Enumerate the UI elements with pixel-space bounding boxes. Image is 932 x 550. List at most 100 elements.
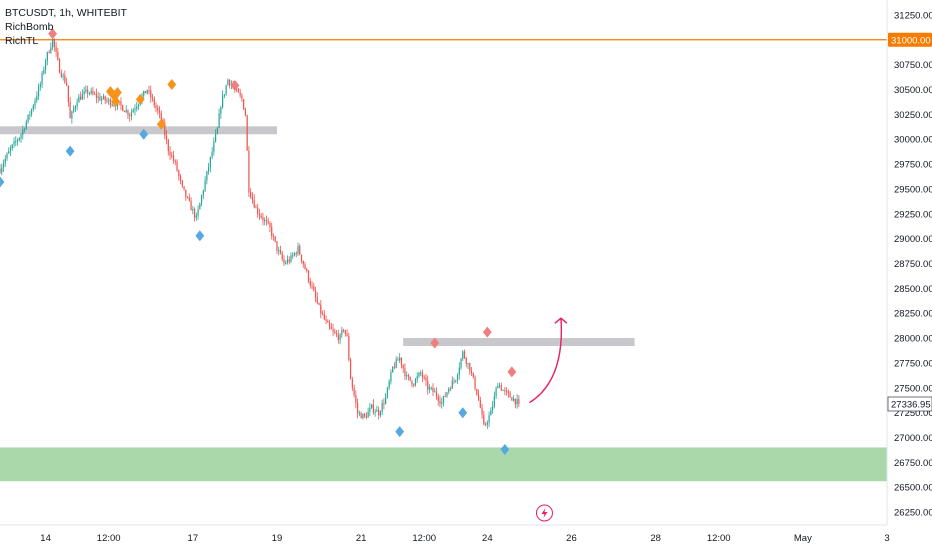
candle-body [99,96,101,101]
candle-body [399,357,401,361]
candle-body [318,302,320,305]
candle-body [165,135,168,141]
candle-body [441,402,443,404]
candle-body [355,395,357,404]
last-price-label: 27336.95 [891,399,931,410]
candle-body [371,404,373,408]
candle-body [8,151,10,154]
price-tick-label: 26250.00 [894,508,932,519]
candle-body [483,414,485,425]
candle-body [64,75,66,83]
high-marker-icon [507,366,517,378]
candle-body [374,411,376,413]
candle-body [58,59,61,74]
candle-body [16,140,19,142]
candle-body [456,374,459,381]
candle-body [269,222,271,228]
candle-body [362,413,364,419]
high-marker-icon [430,337,440,349]
gray-zone-lower [403,338,635,347]
candle-body [469,363,471,371]
candle-body [241,95,243,100]
candle-body [395,359,397,368]
candle-body [23,129,26,131]
candle-body [392,366,394,372]
candle-body [1,167,3,173]
candle-body [342,330,345,332]
candle-body [94,93,96,95]
candle-body [413,384,415,386]
candle-body [190,200,192,211]
candle-body [458,367,460,375]
candle-body [250,192,252,198]
resistance-price-label: 31000.00 [891,35,931,46]
candle-body [169,151,171,156]
indicator-richbomb[interactable]: RichBomb [5,21,54,33]
candle-body [46,52,48,61]
candle-body [378,409,380,416]
candle-body [134,108,136,111]
price-tick-label: 30250.00 [894,110,932,121]
candle-body [167,140,169,152]
candle-body [500,385,502,391]
candle-body [306,269,308,272]
candle-body [271,227,273,237]
candle-body [172,155,175,161]
candle-body [425,377,427,381]
candle-body [195,215,197,218]
candle-body [123,110,126,113]
time-tick-label: 26 [566,533,577,544]
candle-body [274,236,276,242]
candle-body [264,219,266,221]
candle-body [476,388,478,395]
price-tick-label: 31250.00 [894,10,932,21]
candle-body [146,90,148,94]
candle-body [265,219,268,222]
candle-body [92,90,94,94]
price-tick-label: 28250.00 [894,309,932,320]
candle-body [239,92,241,96]
candle-body [192,209,194,211]
candle-body [437,396,439,401]
symbol-title[interactable]: BTCUSDT, 1h, WHITEBIT [5,7,127,19]
candle-body [397,359,399,361]
candle-body [511,397,513,401]
candle-body [78,96,80,103]
lightning-icon-bolt [541,508,548,518]
low-marker-icon [458,407,468,419]
indicator-richtl[interactable]: RichTL [5,35,39,47]
candle-body [339,334,341,341]
price-tick-label: 30750.00 [894,60,932,71]
candle-body [367,411,369,418]
candle-body [321,313,324,315]
candle-body [223,94,225,96]
candle-body [60,73,62,77]
candle-body [479,400,481,408]
time-tick-label: 14 [40,533,51,544]
candle-body [423,377,425,379]
candle-body [477,394,480,401]
time-tick-label: 28 [650,533,661,544]
candle-body [36,96,38,101]
candle-body [246,115,248,151]
candle-body [251,197,254,200]
candle-body [236,88,238,90]
lightning-icon[interactable] [535,504,553,522]
projection-arrow-head-icon [554,317,568,324]
candle-body [193,209,196,218]
candle-body [286,259,289,264]
candle-body [29,114,31,116]
high-marker-icon [230,79,240,91]
time-tick-label: 19 [272,533,283,544]
candle-body [360,412,362,419]
candle-body [267,221,269,223]
candle-body [204,180,206,191]
candle-body [87,89,89,94]
candle-body [278,250,280,252]
candle-body [67,85,69,102]
candle-body [495,388,497,397]
candle-body [383,403,385,405]
candle-body [328,322,331,327]
